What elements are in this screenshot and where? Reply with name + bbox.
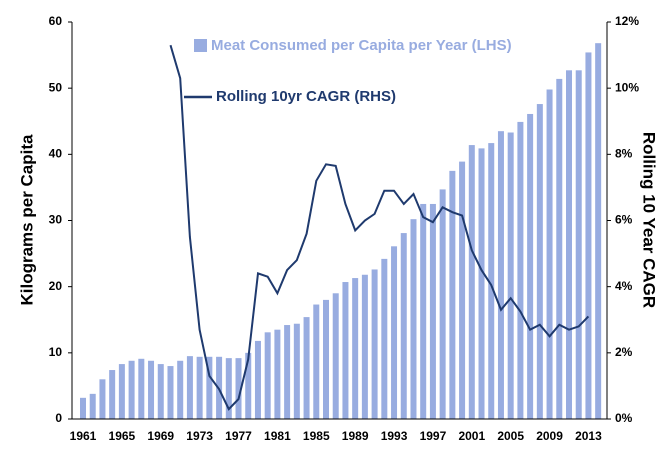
bar <box>118 364 125 419</box>
x-tick-label: 1997 <box>420 429 447 443</box>
bar <box>167 366 174 419</box>
bar <box>556 78 563 420</box>
bar <box>245 352 252 419</box>
bar <box>420 203 427 419</box>
x-tick-label: 2001 <box>458 429 485 443</box>
bar <box>274 329 281 419</box>
x-tick-label: 2009 <box>536 429 563 443</box>
bar <box>546 89 553 420</box>
bar <box>235 358 242 419</box>
bar <box>429 203 436 419</box>
x-tick-label: 1981 <box>264 429 291 443</box>
bar <box>138 358 145 419</box>
bar <box>439 189 446 419</box>
x-tick-label: 1977 <box>225 429 252 443</box>
x-tick-label: 1973 <box>186 429 213 443</box>
bar <box>391 246 398 419</box>
bar <box>284 325 291 419</box>
bar <box>196 356 203 419</box>
bar <box>303 317 310 419</box>
x-tick-label: 1985 <box>303 429 330 443</box>
bar <box>352 278 359 419</box>
bar <box>254 340 261 419</box>
y2-tick-label: 4% <box>615 279 633 293</box>
bar <box>381 258 388 419</box>
x-tick-label: 2005 <box>497 429 524 443</box>
y-tick-label: 50 <box>49 80 63 94</box>
y2-tick-label: 0% <box>615 411 633 425</box>
x-tick-label: 1993 <box>381 429 408 443</box>
bar <box>517 121 524 419</box>
y2-tick-label: 10% <box>615 80 639 94</box>
bar <box>478 148 485 419</box>
bar <box>449 170 456 419</box>
y2-tick-label: 8% <box>615 147 633 161</box>
y-axis-label: Kilograms per Capita <box>17 134 36 306</box>
y-tick-label: 0 <box>55 411 62 425</box>
bar <box>89 393 96 419</box>
y-tick-label: 10 <box>49 345 63 359</box>
y-tick-label: 30 <box>49 213 63 227</box>
bar <box>459 161 466 419</box>
y2-tick-label: 6% <box>615 213 633 227</box>
bar <box>468 145 475 419</box>
bar <box>595 43 602 419</box>
y-tick-label: 20 <box>49 279 63 293</box>
bar <box>206 356 213 419</box>
bar <box>157 364 164 419</box>
legend-label: Meat Consumed per Capita per Year (LHS) <box>211 37 512 54</box>
x-tick-label: 1961 <box>70 429 97 443</box>
bar <box>342 282 349 419</box>
bar <box>507 132 514 419</box>
bar <box>400 233 407 419</box>
legend-swatch <box>194 39 207 52</box>
bar <box>361 274 368 419</box>
bar <box>575 70 582 419</box>
bar <box>410 219 417 419</box>
x-tick-label: 1989 <box>342 429 369 443</box>
bar <box>323 299 329 419</box>
bar <box>80 397 86 419</box>
bar <box>566 70 572 419</box>
bar <box>497 131 504 420</box>
bar <box>488 143 495 419</box>
bar <box>264 332 271 419</box>
bar <box>527 113 534 419</box>
y-tick-label: 60 <box>49 14 63 28</box>
bar <box>109 370 116 419</box>
bar <box>186 356 193 419</box>
bar <box>225 358 232 419</box>
y2-tick-label: 12% <box>615 14 639 28</box>
y2-tick-label: 2% <box>615 345 633 359</box>
bar <box>536 104 543 420</box>
x-tick-label: 1969 <box>147 429 174 443</box>
bar <box>585 52 592 419</box>
y-tick-label: 40 <box>49 147 63 161</box>
y2-axis-label: Rolling 10 Year CAGR <box>640 132 659 308</box>
bar <box>99 379 106 419</box>
x-tick-label: 2013 <box>575 429 602 443</box>
bar <box>332 293 339 419</box>
bar <box>313 304 320 419</box>
bar <box>371 269 378 419</box>
x-tick-label: 1965 <box>109 429 136 443</box>
legend-label: Rolling 10yr CAGR (RHS) <box>216 88 396 105</box>
bar <box>293 323 300 419</box>
line <box>169 44 590 411</box>
bar <box>177 360 184 419</box>
bar <box>148 360 155 419</box>
bar <box>128 360 135 419</box>
